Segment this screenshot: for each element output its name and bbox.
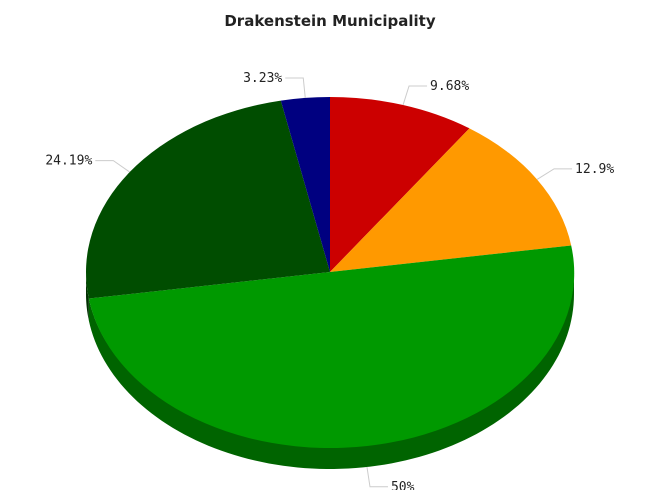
pie-slice-side-3: [86, 272, 89, 321]
leader-line-0: [402, 85, 428, 106]
slice-label-4: 3.23%: [243, 71, 282, 86]
pie-top: [86, 97, 575, 449]
slice-label-2: 50%: [391, 480, 415, 490]
pie-labels: 9.68% 12.9% 50% 24.19% 3.23%: [45, 71, 614, 490]
pie-slice-1[interactable]: [330, 128, 572, 272]
leader-line-2: [366, 466, 388, 488]
leader-line-1: [536, 168, 573, 180]
leader-line-4: [285, 77, 306, 98]
slice-label-3: 24.19%: [45, 154, 92, 169]
pie-slice-3[interactable]: [86, 100, 331, 299]
pie-slice-2[interactable]: [88, 245, 575, 449]
pie-slice-4[interactable]: [280, 97, 330, 272]
chart-title: Drakenstein Municipality: [224, 12, 435, 30]
pie-depth: [86, 272, 574, 469]
pie-slice-0[interactable]: [330, 97, 470, 272]
slice-label-0: 9.68%: [430, 79, 469, 94]
leader-line-3: [95, 160, 130, 173]
slice-label-1: 12.9%: [575, 162, 614, 177]
